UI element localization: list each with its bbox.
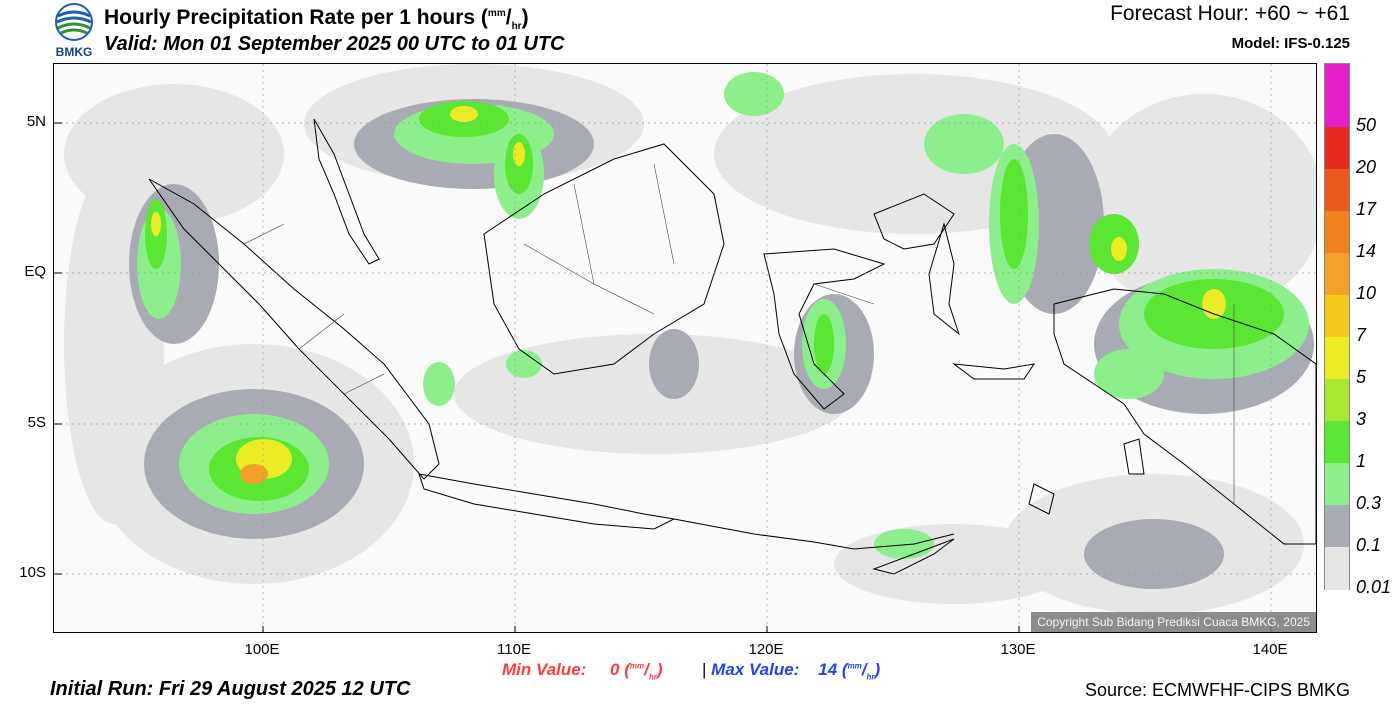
lon-label-140e: 140E [1252,641,1288,658]
colorbar-label: 20 [1356,157,1377,177]
colorbar-segment [1325,211,1349,254]
colorbar-segment [1325,505,1349,548]
lat-label-5s: 5S [27,414,46,431]
colorbar-label: 50 [1356,115,1377,135]
min-value: 0 [610,660,620,679]
colorbar-label: 17 [1356,199,1377,219]
separator: | [702,660,707,679]
lon-label-100e: 100E [244,641,280,658]
colorbar-segment [1325,547,1349,590]
colorbar-label: 5 [1356,367,1367,387]
lat-label-5n: 5N [26,113,46,130]
logo-text: BMKG [56,45,93,58]
colorbar-label: 10 [1356,283,1377,303]
colorbar-label: 1 [1356,451,1367,471]
colorbar-label: 14 [1356,241,1377,261]
colorbar-label: 7 [1356,325,1367,345]
min-label: Min Value: [502,660,587,679]
colorbar-segment [1325,253,1349,296]
unit-bottom: hr [511,21,522,33]
coastlines [148,118,1316,575]
colorbar-label: 0.01 [1356,577,1392,597]
max-value-readout: | Max Value: 14 (mm/hr) [702,660,881,682]
lon-label-130e: 130E [1000,641,1036,658]
min-unit-top: mm [629,661,645,671]
model-name: Model: IFS-0.125 [1231,35,1350,52]
colorbar-segment [1325,463,1349,506]
lon-label-120e: 120E [748,641,784,658]
colorbar [1324,63,1350,590]
lat-label-eq: EQ [24,263,46,280]
province-boundaries [243,163,1235,504]
min-value-readout: Min Value: 0 (mm/hr) [502,660,663,682]
max-label: Max Value: [711,660,800,679]
initial-run: Initial Run: Fri 29 August 2025 12 UTC [50,678,411,700]
valid-period: Valid: Mon 01 September 2025 00 UTC to 0… [104,33,565,55]
max-unit-bottom: hr [866,672,875,682]
graticule [54,64,1316,632]
title-text: Hourly Precipitation Rate per 1 hours [104,6,476,29]
colorbar-segment [1325,169,1349,212]
page-title: Hourly Precipitation Rate per 1 hours (m… [104,6,529,33]
colorbar-segment [1325,295,1349,338]
forecast-hour: Forecast Hour: +60 ~ +61 [1110,2,1350,25]
copyright-note: Copyright Sub Bidang Prediksi Cuaca BMKG… [1031,612,1316,632]
max-value: 14 [818,660,838,679]
data-source: Source: ECMWFHF-CIPS BMKG [1084,680,1350,700]
max-unit-top: mm [847,661,862,671]
colorbar-label: 3 [1356,409,1367,429]
min-unit-bottom: hr [648,672,657,682]
unit-top: mm [487,8,506,19]
colorbar-segment [1325,379,1349,422]
lat-label-10s: 10S [19,564,46,581]
colorbar-segment [1325,127,1349,170]
bmkg-logo: BMKG [50,2,98,59]
colorbar-segment [1325,421,1349,464]
colorbar-segment [1325,337,1349,380]
colorbar-label: 0.3 [1356,493,1382,513]
lon-label-110e: 110E [497,641,531,658]
colorbar-label: 0.1 [1356,535,1382,555]
colorbar-segment [1325,64,1349,128]
precipitation-map: Copyright Sub Bidang Prediksi Cuaca BMKG… [53,63,1317,633]
